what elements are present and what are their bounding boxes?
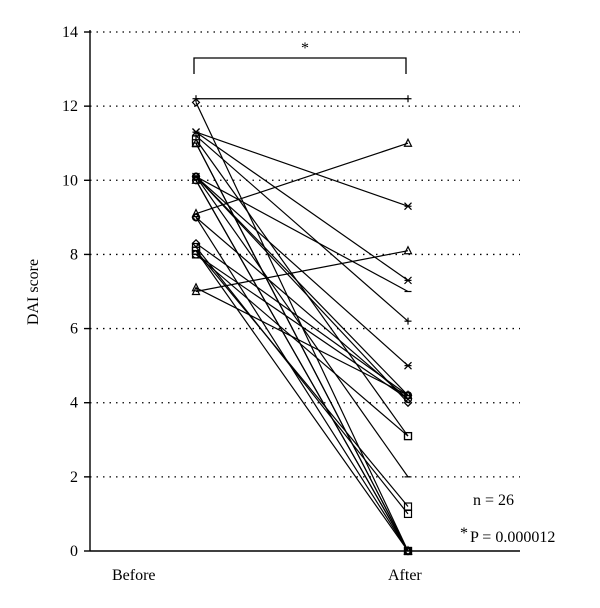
pair-line [195,250,409,507]
pair-line [195,176,409,396]
pair-line [195,253,409,400]
marker-before [191,282,201,292]
y-tick-label: 2 [70,469,78,486]
pair-line [195,246,409,515]
marker-before [191,213,201,222]
y-axis-label: DAI score [25,259,42,325]
pair-line [195,253,409,437]
paired-lines [195,98,409,552]
pair-line [195,250,409,552]
y-tick-labels: 0 2 4 6 8 10 12 14 [62,24,78,560]
y-tick-label: 14 [62,24,78,41]
y-tick-label: 4 [70,395,78,412]
pair-line [195,287,409,396]
y-tick-label: 6 [70,321,78,338]
marker-before [191,98,201,107]
pair-line [195,135,409,322]
marker-after [404,95,412,103]
x-category-label: Before [112,567,156,584]
marker-after [403,389,413,399]
marker-after [403,546,413,556]
marker-before [191,208,201,218]
pair-line [195,139,409,437]
pair-line [195,176,409,293]
marker-after [403,502,413,511]
y-tick-label: 12 [62,98,78,115]
marker-before [191,174,201,184]
pair-line [195,176,409,404]
y-tick-label: 10 [62,172,78,189]
x-category-labels: Before After [112,567,422,584]
significance-star: * [301,40,309,57]
pair-line [195,216,409,400]
marker-after [404,317,412,325]
significance-bracket: * [193,40,407,74]
pair-line [195,142,409,215]
p-star-annotation: * [460,525,468,542]
marker-after [403,431,413,441]
pair-line [195,179,409,552]
marker-before [191,172,201,181]
marker-after [404,361,412,370]
axes [84,30,520,552]
pair-line [195,242,409,396]
data-markers [191,95,413,556]
p-value-annotation: P = 0.000012 [470,529,555,546]
n-annotation: n = 26 [473,492,514,509]
pair-line [195,250,409,293]
marker-after [403,394,413,404]
y-tick-label: 8 [70,246,78,263]
pair-line [195,217,409,552]
marker-after [403,245,413,255]
pair-line [195,131,409,207]
bracket-line [193,57,407,74]
pair-line [195,131,409,281]
y-tick-label: 0 [70,543,78,560]
marker-after [404,276,412,285]
marker-after [404,202,412,211]
marker-before [191,250,201,259]
marker-after [403,137,413,147]
marker-before [191,139,201,148]
marker-before [192,128,200,137]
pair-line [195,142,409,552]
x-category-label: After [388,567,422,584]
